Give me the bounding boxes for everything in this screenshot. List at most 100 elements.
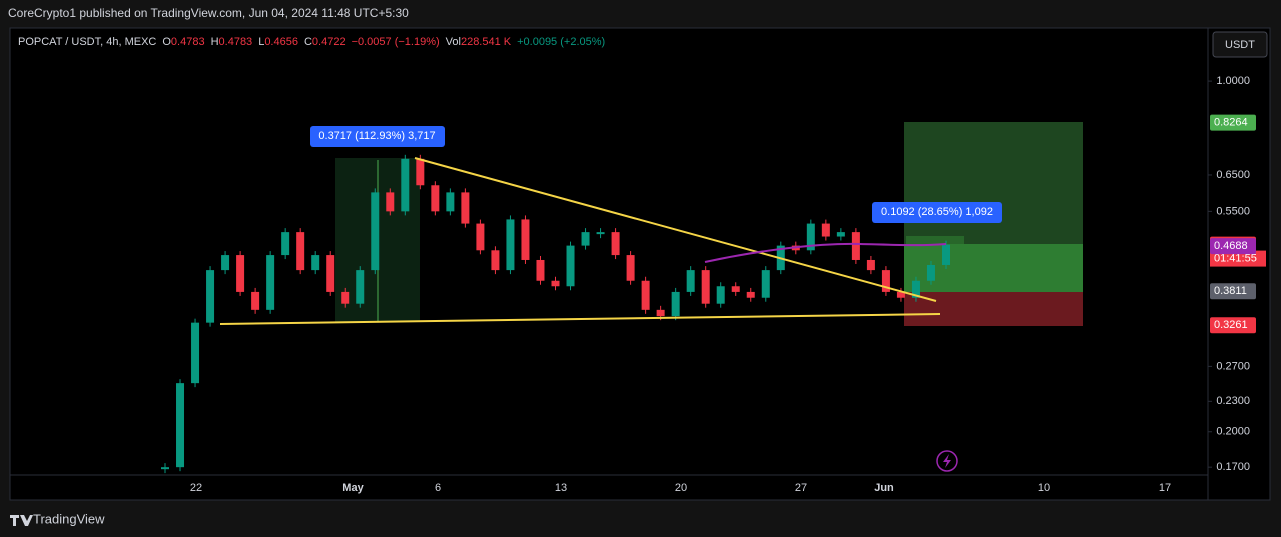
countdown: 01:41:55 <box>1214 252 1257 264</box>
price-tag-label: 0.4688 <box>1214 240 1248 252</box>
event-icon[interactable] <box>936 450 958 472</box>
legend-h: 0.4783 <box>219 36 253 48</box>
candle <box>626 255 635 281</box>
candle <box>341 291 350 304</box>
x-tick-label: 17 <box>1159 482 1171 494</box>
candle <box>176 383 185 468</box>
legend-vol-label: Vol <box>446 36 461 48</box>
candle <box>401 158 410 212</box>
candle <box>491 250 500 271</box>
candle <box>881 270 890 292</box>
y-tick-label: 0.2300 <box>1216 395 1250 407</box>
candle <box>806 223 815 251</box>
candle <box>191 322 200 384</box>
legend-vol: 228.541 K <box>461 36 512 48</box>
published-line: CoreCrypto1 published on TradingView.com… <box>8 6 409 20</box>
currency-label: USDT <box>1225 39 1255 51</box>
x-tick-label: Jun <box>874 482 894 494</box>
y-tick-label: 0.6500 <box>1216 169 1250 181</box>
candle <box>731 286 740 292</box>
price-tag-label: 0.3811 <box>1214 285 1247 297</box>
candle <box>506 219 515 271</box>
candle <box>716 286 725 304</box>
candle <box>926 264 935 281</box>
x-tick-label: 13 <box>555 482 567 494</box>
candle <box>386 192 395 212</box>
legend-o-label: O <box>162 36 171 48</box>
x-tick-label: 27 <box>795 482 807 494</box>
legend-h-label: H <box>211 36 219 48</box>
y-tick-label: 0.2000 <box>1216 426 1250 438</box>
candle <box>942 244 950 265</box>
candle <box>206 270 215 323</box>
trendline <box>219 313 941 325</box>
candle <box>686 270 695 292</box>
candle <box>641 280 650 310</box>
candle <box>536 259 545 281</box>
legend-vol-change: +0.0095 (+2.05%) <box>517 36 605 48</box>
annotation: 0.3717 (112.93%) 3,717 <box>318 130 435 142</box>
x-tick-label: 20 <box>675 482 687 494</box>
event-icon-bolt <box>943 454 951 468</box>
currency-button[interactable] <box>1212 31 1268 58</box>
candle <box>221 255 230 271</box>
legend-change: −0.0057 (−1.19%) <box>352 36 440 48</box>
candle <box>521 219 530 260</box>
target-zone <box>904 122 1083 244</box>
candle <box>701 270 710 304</box>
candle <box>656 309 665 317</box>
legend-c: 0.4722 <box>312 36 346 48</box>
candle <box>896 291 905 298</box>
candle <box>551 280 560 287</box>
candle <box>266 255 275 310</box>
candle <box>236 255 245 292</box>
candle <box>581 232 590 246</box>
price-tag <box>1210 114 1256 131</box>
annotation: 0.1092 (28.65%) 1,092 <box>881 206 993 218</box>
price-tag-label: 0.3261 <box>1214 319 1248 331</box>
candle <box>761 270 770 298</box>
candle <box>746 291 755 298</box>
candle <box>671 291 680 317</box>
y-tick-label: 0.1700 <box>1216 461 1250 473</box>
candle <box>476 223 485 251</box>
y-tick-label: 1.0000 <box>1216 75 1250 87</box>
y-tick-label: 0.5500 <box>1216 205 1250 217</box>
moving-average <box>704 242 947 263</box>
candle <box>251 291 260 310</box>
candle <box>416 158 425 186</box>
logo <box>10 515 33 526</box>
footer-brand: TradingView <box>33 511 105 526</box>
candle <box>596 232 605 235</box>
candle <box>311 255 320 271</box>
candle <box>911 280 920 298</box>
candle <box>446 192 455 212</box>
candle <box>461 192 470 224</box>
candle <box>296 232 305 271</box>
legend-c-label: C <box>304 36 312 48</box>
candle <box>821 223 830 237</box>
legend-l: 0.4656 <box>264 36 298 48</box>
candle <box>611 232 620 256</box>
price-tag <box>1210 283 1256 300</box>
stop-zone <box>904 292 1083 326</box>
candle <box>566 245 575 287</box>
annotation-box <box>310 126 445 147</box>
candle <box>281 232 290 256</box>
x-tick-label: 22 <box>190 482 202 494</box>
candle <box>851 232 860 260</box>
price-tag-label: 0.8264 <box>1214 117 1248 129</box>
trendline <box>414 157 937 302</box>
y-tick-label: 0.2700 <box>1216 360 1250 372</box>
countdown-tag <box>1210 250 1266 267</box>
legend-l-label: L <box>258 36 264 48</box>
x-tick-label: 10 <box>1038 482 1050 494</box>
x-tick-label: May <box>342 482 364 494</box>
candle <box>161 467 169 470</box>
legend-symbol: POPCAT / USDT, 4h, MEXC <box>18 36 156 48</box>
x-tick-label: 6 <box>435 482 441 494</box>
candle <box>356 270 365 304</box>
candle <box>866 259 875 271</box>
